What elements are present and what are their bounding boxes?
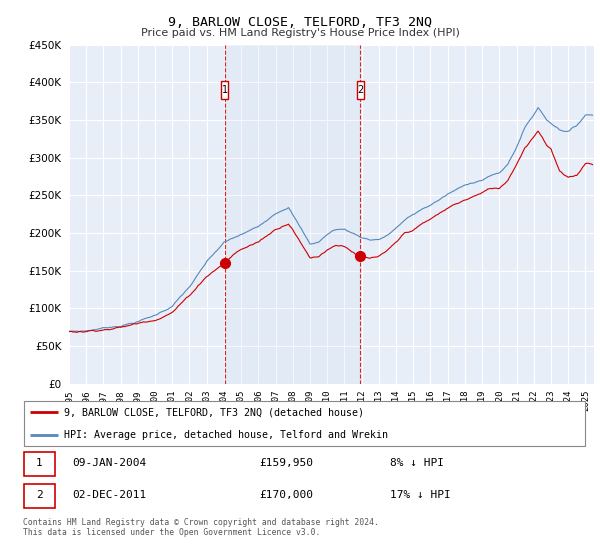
Text: 8% ↓ HPI: 8% ↓ HPI [389, 459, 443, 468]
Text: 1: 1 [221, 85, 227, 95]
Text: 1: 1 [36, 459, 43, 468]
Text: 2: 2 [357, 85, 364, 95]
Text: 02-DEC-2011: 02-DEC-2011 [72, 491, 146, 500]
Text: Price paid vs. HM Land Registry's House Price Index (HPI): Price paid vs. HM Land Registry's House … [140, 28, 460, 38]
Text: HPI: Average price, detached house, Telford and Wrekin: HPI: Average price, detached house, Telf… [64, 430, 388, 440]
Bar [221, 81, 228, 99]
Bar [224, 45, 360, 384]
Text: Contains HM Land Registry data © Crown copyright and database right 2024.
This d: Contains HM Land Registry data © Crown c… [23, 518, 379, 538]
Text: 2: 2 [36, 491, 43, 500]
Text: £170,000: £170,000 [259, 491, 313, 500]
FancyBboxPatch shape [24, 484, 55, 507]
FancyBboxPatch shape [24, 452, 55, 476]
Text: 9, BARLOW CLOSE, TELFORD, TF3 2NQ: 9, BARLOW CLOSE, TELFORD, TF3 2NQ [168, 16, 432, 29]
Text: 17% ↓ HPI: 17% ↓ HPI [389, 491, 450, 500]
Text: 09-JAN-2004: 09-JAN-2004 [72, 459, 146, 468]
Text: £159,950: £159,950 [259, 459, 313, 468]
Text: 9, BARLOW CLOSE, TELFORD, TF3 2NQ (detached house): 9, BARLOW CLOSE, TELFORD, TF3 2NQ (detac… [64, 407, 364, 417]
FancyBboxPatch shape [24, 401, 585, 446]
Bar [357, 81, 364, 99]
